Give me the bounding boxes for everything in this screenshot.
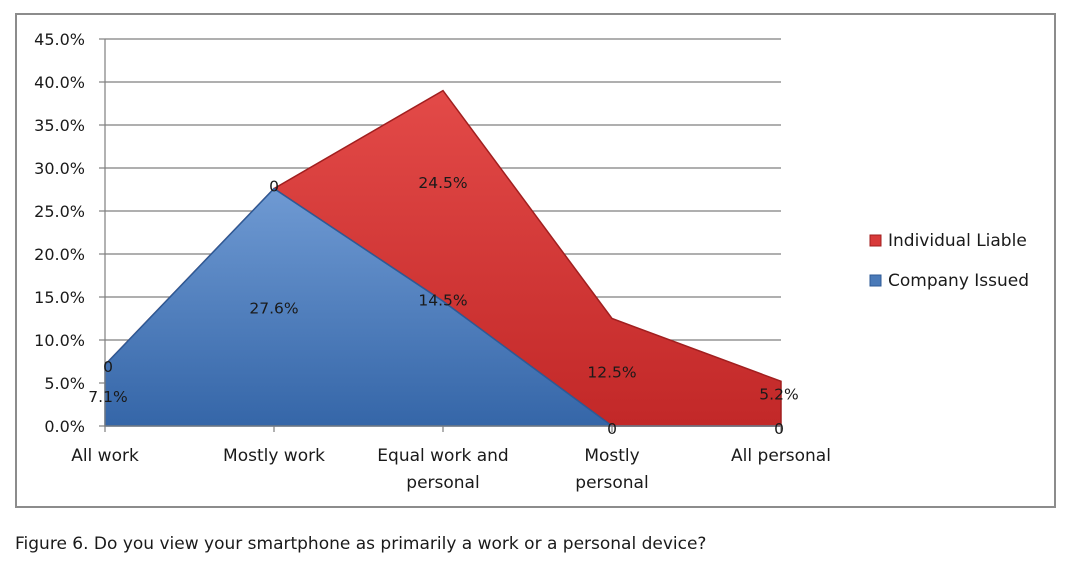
- x-category-label: personal: [406, 473, 479, 493]
- data-label-company-issued: 0: [774, 420, 784, 438]
- y-tick-label: 10.0%: [34, 331, 85, 350]
- x-category-label: All work: [71, 446, 139, 466]
- x-category-label: Mostly: [584, 446, 639, 466]
- legend-label: Individual Liable: [888, 231, 1027, 251]
- data-label-individual-liable: 0: [269, 178, 279, 196]
- data-label-individual-liable: 24.5%: [418, 174, 467, 192]
- legend-swatch: [869, 274, 882, 287]
- data-label-company-issued: 14.5%: [418, 292, 467, 310]
- y-tick-label: 5.0%: [44, 374, 85, 393]
- figure-caption: Figure 6. Do you view your smartphone as…: [15, 534, 707, 554]
- y-tick-label: 20.0%: [34, 245, 85, 264]
- data-label-company-issued: 0: [607, 420, 617, 438]
- x-category-label: personal: [575, 473, 648, 493]
- x-category-label: Mostly work: [223, 446, 325, 466]
- data-label-individual-liable: 5.2%: [759, 386, 798, 404]
- y-tick-label: 0.0%: [44, 417, 85, 436]
- data-label-company-issued: 7.1%: [88, 388, 127, 406]
- y-tick-label: 35.0%: [34, 116, 85, 135]
- x-category-label: All personal: [731, 446, 831, 466]
- y-tick-label: 15.0%: [34, 288, 85, 307]
- stacked-area-chart: 0.0% 5.0% 10.0% 15.0% 20.0% 25.0% 30.0% 35.0% 40…: [34, 30, 1029, 493]
- y-tick-label: 30.0%: [34, 159, 85, 178]
- y-tick-label: 40.0%: [34, 73, 85, 92]
- y-tick-label: 45.0%: [34, 30, 85, 49]
- data-label-individual-liable: 12.5%: [587, 363, 636, 381]
- legend-swatch: [869, 234, 882, 247]
- x-category-label: Equal work and: [377, 446, 508, 466]
- data-label-individual-liable: 0: [103, 358, 113, 376]
- data-label-company-issued: 27.6%: [249, 299, 298, 317]
- legend-label: Company Issued: [888, 271, 1029, 291]
- y-tick-label: 25.0%: [34, 202, 85, 221]
